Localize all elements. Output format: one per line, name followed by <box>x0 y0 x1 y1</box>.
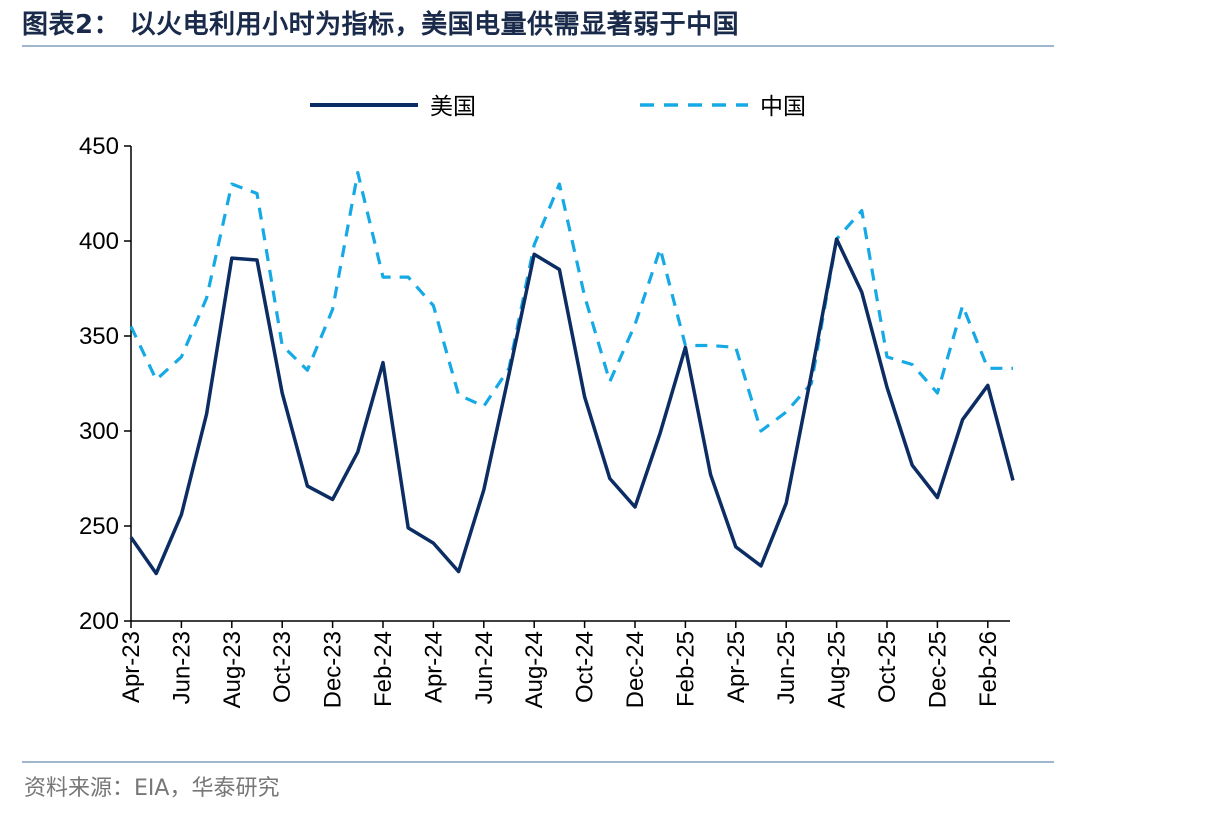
series-line-usa <box>129 237 1015 576</box>
y-tick-label: 400 <box>79 228 119 255</box>
x-tick-label: Jun-24 <box>471 631 498 704</box>
x-tick-label: Dec-25 <box>924 631 951 708</box>
x-tick-label: Apr-23 <box>118 631 145 703</box>
x-tick-label: Dec-23 <box>320 631 347 708</box>
x-tick-label: Aug-24 <box>521 631 548 708</box>
x-tick-label: Feb-26 <box>975 631 1002 707</box>
x-tick-label: Jun-25 <box>773 631 800 704</box>
series-line-china <box>129 171 1013 433</box>
x-tick-label: Oct-24 <box>572 631 599 703</box>
chart-title: 图表2： 以火电利用小时为指标，美国电量供需显著弱于中国 <box>22 10 740 40</box>
legend: 美国 中国 <box>310 94 806 120</box>
y-tick-label: 450 <box>79 133 119 160</box>
y-tick-label: 200 <box>79 608 119 635</box>
x-tick-label: Apr-24 <box>420 631 447 703</box>
source-note: 资料来源：EIA，华泰研究 <box>24 776 280 801</box>
x-tick-label: Jun-23 <box>168 631 195 704</box>
x-tick-label: Aug-25 <box>824 631 851 708</box>
legend-label-usa: 美国 <box>430 94 476 120</box>
legend-label-china: 中国 <box>760 94 806 120</box>
axes: 200 250 300 350 400 450 Apr-23 Jun-23 Aug-23 Oct-… <box>79 133 1010 708</box>
series-layer <box>129 171 1015 576</box>
x-tick-label: Dec-24 <box>622 631 649 708</box>
y-tick-label: 250 <box>79 513 119 540</box>
x-tick-label: Feb-25 <box>672 631 699 707</box>
x-tick-label: Oct-23 <box>269 631 296 703</box>
x-tick-label: Apr-25 <box>723 631 750 703</box>
x-tick-label: Oct-25 <box>874 631 901 703</box>
y-tick-label: 350 <box>79 323 119 350</box>
title-divider <box>22 45 1054 47</box>
x-tick-label: Aug-23 <box>219 631 246 708</box>
source-divider <box>22 761 1054 763</box>
x-tick-label: Feb-24 <box>370 631 397 707</box>
y-tick-label: 300 <box>79 418 119 445</box>
